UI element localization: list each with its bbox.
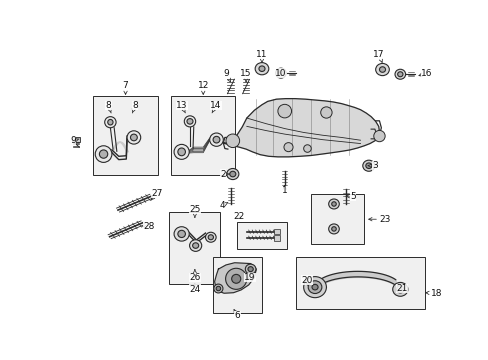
Text: 9: 9	[223, 69, 230, 82]
Ellipse shape	[95, 146, 112, 162]
Polygon shape	[214, 263, 256, 293]
Text: 26: 26	[189, 270, 200, 282]
Ellipse shape	[231, 274, 240, 283]
Ellipse shape	[259, 66, 264, 72]
Text: 8: 8	[132, 101, 138, 113]
Ellipse shape	[209, 133, 223, 146]
Ellipse shape	[307, 281, 321, 293]
Ellipse shape	[394, 69, 405, 79]
Text: 18: 18	[425, 289, 441, 298]
Bar	[212, 257, 262, 312]
Ellipse shape	[174, 227, 189, 241]
Ellipse shape	[362, 160, 374, 171]
Bar	[274, 235, 280, 240]
Ellipse shape	[311, 284, 317, 290]
Text: 25: 25	[189, 205, 200, 217]
Text: 15: 15	[240, 69, 251, 82]
Bar	[296, 257, 424, 309]
Ellipse shape	[328, 224, 339, 234]
Ellipse shape	[189, 240, 202, 251]
Ellipse shape	[284, 143, 292, 152]
Ellipse shape	[99, 150, 107, 158]
Text: 14: 14	[210, 101, 221, 113]
Ellipse shape	[178, 148, 185, 156]
Ellipse shape	[225, 134, 239, 148]
Bar	[274, 229, 280, 234]
Text: 2: 2	[220, 170, 229, 179]
Ellipse shape	[365, 163, 371, 168]
Ellipse shape	[396, 286, 403, 293]
Ellipse shape	[303, 145, 311, 152]
Ellipse shape	[174, 144, 189, 159]
Ellipse shape	[375, 63, 388, 76]
Ellipse shape	[127, 131, 141, 144]
Text: 1: 1	[281, 186, 287, 195]
Ellipse shape	[225, 268, 246, 289]
Text: 12: 12	[197, 81, 208, 94]
Text: 13: 13	[176, 101, 187, 113]
Ellipse shape	[331, 202, 336, 206]
Ellipse shape	[278, 71, 283, 76]
Ellipse shape	[226, 168, 238, 180]
Text: 20: 20	[301, 276, 312, 285]
Text: 21: 21	[396, 284, 407, 293]
Bar	[93, 96, 158, 175]
Text: 9: 9	[70, 136, 79, 145]
Bar	[171, 96, 235, 175]
Text: 22: 22	[232, 212, 244, 221]
Ellipse shape	[192, 243, 198, 248]
Ellipse shape	[397, 72, 402, 77]
Ellipse shape	[130, 134, 137, 141]
Text: 5: 5	[346, 192, 355, 201]
Text: 7: 7	[122, 81, 128, 94]
Bar	[311, 194, 364, 244]
Ellipse shape	[213, 136, 220, 143]
Text: 23: 23	[368, 215, 390, 224]
Ellipse shape	[255, 63, 268, 75]
Ellipse shape	[205, 232, 216, 242]
Ellipse shape	[379, 67, 385, 72]
Text: 16: 16	[418, 69, 432, 78]
Ellipse shape	[107, 120, 113, 125]
Ellipse shape	[331, 227, 336, 231]
Ellipse shape	[328, 199, 339, 209]
Text: 17: 17	[372, 50, 384, 62]
Text: 8: 8	[105, 101, 111, 113]
Text: 19: 19	[244, 273, 255, 282]
Ellipse shape	[277, 104, 291, 118]
Text: 10: 10	[275, 69, 286, 78]
Text: 4: 4	[219, 201, 227, 210]
Ellipse shape	[373, 130, 385, 142]
Ellipse shape	[275, 68, 285, 78]
Bar	[169, 212, 220, 284]
Text: 6: 6	[233, 310, 240, 320]
Ellipse shape	[247, 267, 253, 271]
Ellipse shape	[245, 264, 255, 274]
Ellipse shape	[186, 118, 193, 124]
Bar	[72, 138, 80, 141]
Text: 24: 24	[189, 284, 200, 294]
Ellipse shape	[208, 235, 213, 240]
Text: 11: 11	[256, 50, 267, 62]
Text: 27: 27	[150, 189, 162, 201]
Ellipse shape	[184, 116, 195, 127]
Ellipse shape	[216, 286, 220, 291]
Text: 3: 3	[367, 161, 377, 170]
Ellipse shape	[320, 107, 331, 118]
Ellipse shape	[213, 284, 223, 293]
Ellipse shape	[392, 283, 407, 296]
Text: 28: 28	[142, 222, 154, 231]
Ellipse shape	[178, 230, 185, 238]
Ellipse shape	[229, 171, 235, 177]
Polygon shape	[223, 99, 379, 157]
Ellipse shape	[303, 276, 326, 298]
Ellipse shape	[104, 117, 116, 128]
Bar	[237, 222, 286, 249]
